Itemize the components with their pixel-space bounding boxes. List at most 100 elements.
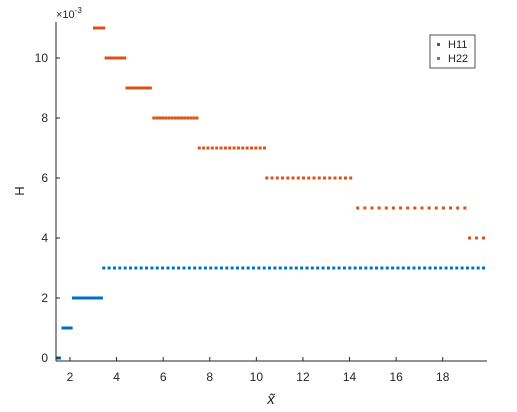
point-h22 — [449, 206, 453, 210]
point-h11 — [123, 266, 127, 270]
point-h22 — [197, 146, 201, 150]
point-h22 — [328, 176, 332, 180]
point-h22 — [249, 146, 253, 150]
point-h11 — [391, 266, 395, 270]
point-h22 — [170, 116, 174, 120]
point-h22 — [434, 206, 438, 210]
point-h11 — [182, 266, 186, 270]
point-h11 — [310, 266, 314, 270]
point-h11 — [278, 266, 282, 270]
point-h22 — [399, 206, 403, 210]
point-h22 — [113, 56, 117, 60]
point-h11 — [326, 266, 330, 270]
plot-marks — [55, 26, 486, 360]
point-h22 — [132, 86, 136, 90]
point-h11 — [364, 266, 368, 270]
point-h22 — [343, 176, 347, 180]
point-h11 — [332, 266, 336, 270]
point-h22 — [173, 116, 177, 120]
x-tick-label: 4 — [113, 370, 120, 384]
point-h11 — [177, 266, 181, 270]
point-h11 — [129, 266, 132, 270]
y-tick-label: 10 — [35, 51, 49, 65]
point-h11 — [65, 326, 69, 330]
point-h11 — [112, 266, 116, 270]
point-h11 — [118, 266, 122, 270]
point-h22 — [456, 206, 460, 210]
point-h22 — [206, 146, 210, 150]
point-h22 — [99, 26, 103, 30]
point-h11 — [90, 296, 94, 300]
point-h11 — [139, 266, 143, 270]
point-h11 — [348, 266, 352, 270]
point-h11 — [161, 266, 165, 270]
y-tick-label: 6 — [41, 171, 48, 185]
x-tick-label: 8 — [206, 370, 213, 384]
point-h22 — [148, 86, 152, 90]
point-h22 — [286, 176, 290, 180]
point-h11 — [214, 266, 218, 270]
x-tick-label: 10 — [250, 370, 264, 384]
point-h11 — [134, 266, 138, 270]
point-h11 — [428, 266, 432, 270]
point-h22 — [130, 86, 134, 90]
point-h11 — [460, 266, 464, 270]
point-h22 — [263, 146, 267, 150]
point-h11 — [219, 266, 223, 270]
point-h11 — [241, 266, 245, 270]
point-h22 — [152, 116, 156, 120]
point-h11 — [342, 266, 346, 270]
point-h11 — [412, 266, 416, 270]
point-h22 — [296, 176, 300, 180]
point-h22 — [116, 56, 120, 60]
point-h11 — [71, 296, 75, 300]
point-h22 — [317, 176, 321, 180]
point-h11 — [99, 296, 103, 300]
point-h22 — [186, 116, 190, 120]
point-h11 — [375, 266, 379, 270]
point-h11 — [294, 266, 298, 270]
point-h22 — [97, 26, 101, 30]
point-h22 — [307, 176, 311, 180]
point-h11 — [305, 266, 309, 270]
point-h22 — [123, 56, 127, 60]
point-h11 — [455, 266, 459, 270]
point-h22 — [106, 56, 110, 60]
point-h22 — [463, 206, 467, 210]
point-h22 — [475, 236, 479, 240]
point-h11 — [337, 266, 341, 270]
point-h22 — [161, 116, 165, 120]
point-h11 — [193, 266, 197, 270]
point-h11 — [476, 266, 480, 270]
point-h22 — [333, 176, 337, 180]
x-tick-label: 18 — [436, 370, 450, 384]
point-h22 — [291, 176, 295, 180]
point-h22 — [363, 206, 367, 210]
point-h22 — [258, 146, 262, 150]
y-tick-label: 0 — [41, 351, 48, 365]
point-h11 — [61, 326, 65, 330]
point-h22 — [164, 116, 168, 120]
point-h22 — [270, 176, 274, 180]
point-h22 — [183, 116, 187, 120]
point-h22 — [118, 56, 122, 60]
point-h22 — [95, 26, 99, 30]
point-h22 — [241, 146, 245, 150]
point-h11 — [353, 266, 357, 270]
point-h22 — [370, 206, 374, 210]
point-h11 — [107, 266, 111, 270]
point-h22 — [482, 236, 486, 240]
point-h22 — [338, 176, 342, 180]
point-h22 — [210, 146, 214, 150]
point-h22 — [323, 176, 326, 180]
point-h11 — [316, 266, 320, 270]
point-h22 — [215, 146, 219, 150]
point-h22 — [146, 86, 150, 90]
point-h11 — [209, 266, 213, 270]
point-h11 — [358, 266, 362, 270]
point-h11 — [268, 266, 272, 270]
point-h11 — [423, 266, 427, 270]
point-h11 — [321, 266, 325, 270]
point-h22 — [92, 26, 96, 30]
